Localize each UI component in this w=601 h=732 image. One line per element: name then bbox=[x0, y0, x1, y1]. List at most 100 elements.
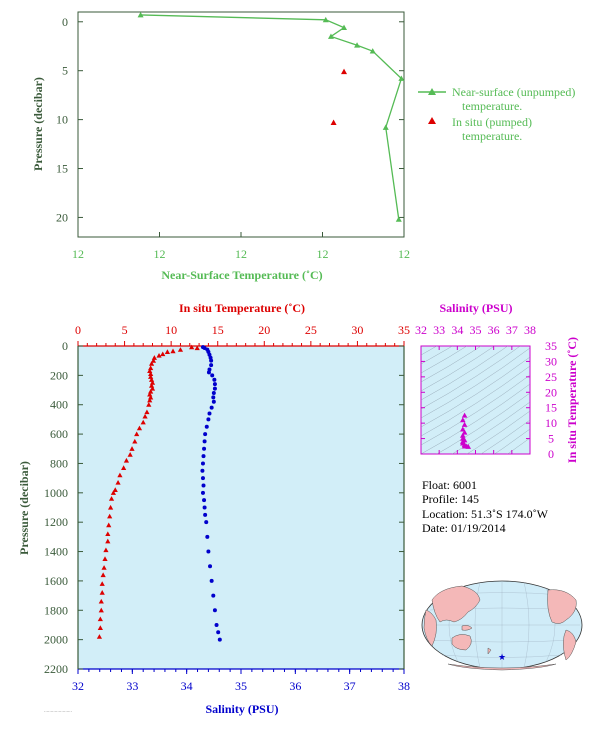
near-surface-y-tick-label: 15 bbox=[56, 162, 68, 176]
salinity-point bbox=[212, 608, 217, 613]
ts-y-tick-label: 30 bbox=[545, 354, 557, 368]
temperature-point bbox=[149, 380, 156, 385]
ts-y-tick-label: 5 bbox=[548, 432, 554, 446]
near-surface-x-tick-label: 12 bbox=[154, 247, 166, 261]
legend-marker-near-surface bbox=[428, 88, 436, 95]
salinity-point bbox=[204, 424, 209, 429]
near-surface-point bbox=[322, 16, 329, 23]
temperature-point bbox=[97, 625, 103, 630]
salinity-point bbox=[216, 630, 221, 635]
pressure-y-tick-label: 1400 bbox=[44, 545, 68, 559]
near-surface-y-tick-label: 20 bbox=[56, 210, 68, 224]
near-surface-legend: Near-surface (unpumped) temperature. In … bbox=[418, 85, 575, 143]
ts-x-tick-label: 37 bbox=[506, 323, 518, 337]
temperature-point bbox=[142, 413, 148, 419]
salinity-point bbox=[203, 432, 208, 437]
ts-x-ticks: 32 33 34 35 36 37 38 bbox=[415, 323, 536, 454]
ts-density-contour bbox=[466, 410, 530, 454]
salinity-axis-label: Salinity (PSU) bbox=[205, 702, 278, 716]
temperature-point bbox=[110, 490, 116, 495]
ts-point bbox=[461, 412, 468, 418]
temperature-point bbox=[98, 607, 104, 613]
pressure-y-tick-label: 200 bbox=[50, 368, 68, 382]
salinity-point bbox=[206, 370, 211, 375]
near-surface-x-label: Near-Surface Temperature (˚C) bbox=[161, 268, 322, 282]
temperature-x-tick-label: 20 bbox=[258, 323, 270, 337]
salinity-point bbox=[209, 358, 214, 363]
near-surface-line bbox=[140, 14, 403, 220]
ts-point bbox=[461, 421, 468, 427]
pressure-y-tick-label: 1800 bbox=[44, 603, 68, 617]
profile-y-label: Pressure (decibar) bbox=[17, 461, 31, 555]
salinity-point bbox=[212, 382, 217, 387]
temperature-point bbox=[115, 479, 121, 485]
temperature-point bbox=[151, 355, 157, 360]
ts-density-contour bbox=[421, 383, 530, 454]
temperature-point bbox=[147, 368, 153, 374]
salinity-point bbox=[200, 490, 205, 495]
profile-background bbox=[78, 346, 404, 669]
near-surface-x-ticks: 12 12 12 12 12 bbox=[72, 232, 410, 261]
ts-density-contour bbox=[480, 419, 530, 454]
salinity-point bbox=[202, 505, 207, 510]
ts-point bbox=[461, 429, 468, 435]
temperature-point bbox=[99, 581, 105, 586]
ts-density-contours bbox=[421, 346, 530, 454]
temperature-point bbox=[164, 349, 171, 354]
temperature-x-ticks: 0 5 10 15 20 25 30 35 bbox=[75, 323, 410, 346]
temperature-point bbox=[160, 351, 166, 357]
temperature-point bbox=[150, 358, 157, 363]
ts-x-tick-label: 35 bbox=[470, 323, 482, 337]
near-surface-x-tick-label: 12 bbox=[317, 247, 329, 261]
ts-x-tick-label: 34 bbox=[451, 323, 463, 337]
near-surface-point bbox=[369, 48, 376, 54]
temperature-x-tick-label: 15 bbox=[212, 323, 224, 337]
pressure-y-tick-label: 1200 bbox=[44, 515, 68, 529]
legend-in-situ-line2: temperature. bbox=[462, 129, 522, 143]
ts-x-tick-label: 38 bbox=[524, 323, 536, 337]
temperature-x-tick-label: 0 bbox=[75, 323, 81, 337]
near-surface-y-ticks: 0 5 10 15 20 bbox=[56, 15, 404, 224]
map-land bbox=[423, 585, 577, 671]
salinity-point bbox=[201, 454, 206, 459]
temperature-point bbox=[123, 457, 130, 463]
salinity-point bbox=[206, 549, 211, 554]
salinity-point bbox=[212, 377, 217, 382]
ts-density-contour bbox=[421, 346, 468, 374]
ts-density-contour bbox=[421, 347, 530, 419]
salinity-x-ticks: 32 33 34 35 36 37 38 bbox=[72, 669, 410, 693]
salinity-point bbox=[209, 578, 214, 583]
salinity-point bbox=[211, 593, 216, 598]
salinity-point bbox=[211, 395, 216, 400]
ts-density-contour bbox=[421, 346, 496, 392]
near-surface-y-label: Pressure (decibar) bbox=[31, 77, 45, 171]
temperature-point bbox=[99, 590, 105, 595]
ts-y-tick-label: 25 bbox=[545, 370, 557, 384]
near-surface-point bbox=[137, 11, 144, 18]
temperature-point bbox=[102, 556, 108, 561]
salinity-point bbox=[211, 390, 216, 395]
pressure-y-ticks: 0 200 400 600 800 1000 1200 1400 1600 1800 2000 220… bbox=[44, 339, 404, 676]
temperature-x-tick-label: 25 bbox=[305, 323, 317, 337]
location: Location: 51.3˚S 174.0˚W bbox=[422, 507, 549, 521]
temperature-point bbox=[147, 391, 153, 397]
temperature-point bbox=[112, 487, 118, 492]
profile-plot bbox=[96, 344, 222, 642]
salinity-point bbox=[200, 468, 205, 473]
temperature-point bbox=[136, 425, 143, 431]
near-surface-plot bbox=[137, 11, 405, 222]
near-surface-point bbox=[341, 24, 348, 31]
legend-in-situ-line1: In situ (pumped) bbox=[452, 115, 532, 129]
temperature-point bbox=[121, 465, 127, 470]
ts-x-tick-label: 32 bbox=[415, 323, 427, 337]
temperature-point bbox=[148, 361, 155, 366]
pressure-y-tick-label: 1600 bbox=[44, 574, 68, 588]
near-surface-frame bbox=[77, 11, 405, 238]
legend-near-surface-line1: Near-surface (unpumped) bbox=[452, 85, 575, 99]
salinity-point bbox=[217, 637, 222, 642]
near-surface-point bbox=[398, 75, 405, 81]
salinity-point bbox=[202, 439, 207, 444]
salinity-point bbox=[205, 534, 210, 539]
